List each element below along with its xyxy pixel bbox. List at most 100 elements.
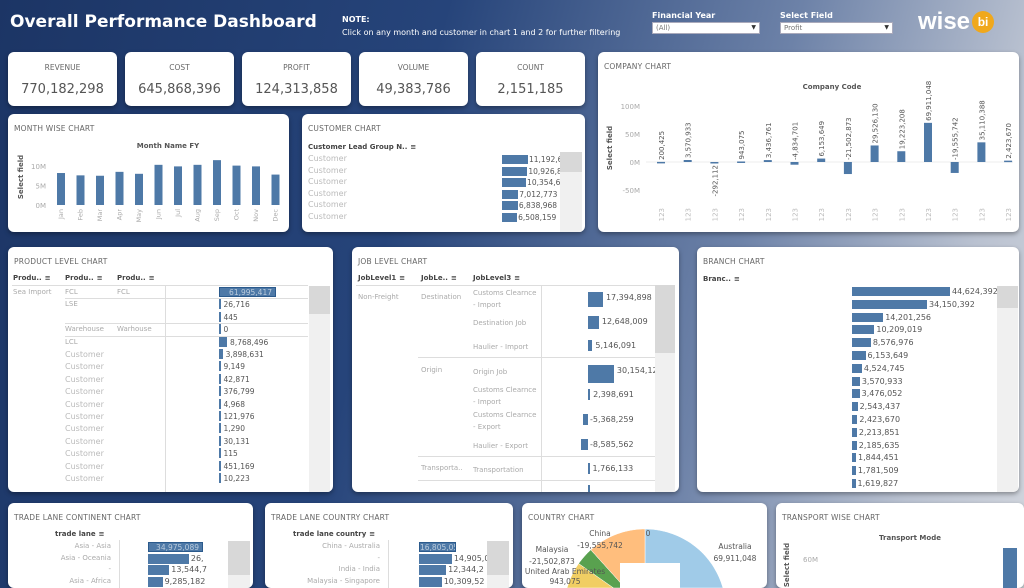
- branch-bar[interactable]: [852, 479, 856, 488]
- product-bar[interactable]: [219, 336, 228, 347]
- trade-lane-label[interactable]: Asia - Africa: [69, 576, 111, 585]
- branch-bar[interactable]: [852, 415, 858, 424]
- product-cell[interactable]: LCL: [65, 337, 78, 346]
- job-level3-cell[interactable]: Haulier - Import: [473, 343, 529, 351]
- customer-bar[interactable]: [502, 201, 518, 210]
- job-level3-cell[interactable]: Haulier - Export: [473, 442, 528, 450]
- company-bar[interactable]: [870, 145, 879, 162]
- trade-lane-label[interactable]: Asia - Oceania: [60, 553, 111, 562]
- product-cell[interactable]: Customer: [65, 461, 104, 471]
- product-column-header[interactable]: Produ.. ≡: [65, 274, 103, 282]
- trade-lane-label[interactable]: Asia - Asia: [74, 542, 111, 550]
- sort-icon[interactable]: ≡: [410, 143, 417, 151]
- product-cell[interactable]: FCL: [117, 288, 130, 296]
- company-bar[interactable]: [790, 162, 799, 165]
- scrollbar-thumb[interactable]: [997, 286, 1018, 308]
- branch-bar[interactable]: [852, 351, 866, 360]
- job-bar-partial[interactable]: [588, 485, 590, 492]
- trade-continent-chart-header[interactable]: trade lane ≡: [55, 530, 104, 538]
- branch-bar[interactable]: [852, 440, 857, 450]
- branch-header[interactable]: Branc.. ≡: [703, 275, 740, 283]
- sort-icon[interactable]: ≡: [148, 274, 155, 282]
- trade-lane-bar[interactable]: [148, 553, 189, 564]
- branch-bar[interactable]: [852, 325, 875, 335]
- product-bar[interactable]: [219, 473, 221, 483]
- month-bar-sep[interactable]: [213, 160, 221, 205]
- branch-bar[interactable]: [852, 312, 884, 322]
- product-bar[interactable]: [219, 311, 221, 322]
- product-cell[interactable]: LSE: [65, 300, 78, 309]
- job-bar[interactable]: [588, 340, 593, 351]
- job-level3-cell[interactable]: Origin Job: [473, 368, 508, 376]
- job-bar[interactable]: [588, 389, 591, 400]
- customer-bar[interactable]: [502, 189, 519, 199]
- job-bar[interactable]: [583, 414, 588, 425]
- product-bar[interactable]: [219, 361, 221, 372]
- sort-icon[interactable]: ≡: [96, 274, 103, 282]
- month-bar-dec[interactable]: [271, 174, 280, 205]
- product-cell[interactable]: Customer: [65, 412, 104, 421]
- trade-lane-label[interactable]: India - India: [338, 565, 380, 573]
- job-level3-cell[interactable]: Customs Clearnce - Export: [473, 411, 537, 431]
- job-bar[interactable]: [588, 463, 590, 474]
- trade-lane-label[interactable]: Malaysia - Singapore: [307, 576, 380, 585]
- product-cell[interactable]: Customer: [65, 350, 104, 359]
- company-bar[interactable]: [710, 162, 719, 164]
- month-bar-oct[interactable]: [232, 165, 241, 205]
- scrollbar[interactable]: [997, 286, 1018, 492]
- product-cell[interactable]: Customer: [65, 436, 104, 446]
- customer-lead-group-header[interactable]: Customer Lead Group N.. ≡: [308, 143, 416, 151]
- customer-bar[interactable]: [502, 212, 518, 222]
- job-level3-cell[interactable]: Customs Clearnce - Import: [473, 289, 537, 309]
- month-bar-feb[interactable]: [76, 175, 85, 205]
- branch-bar[interactable]: [852, 338, 871, 348]
- branch-bar[interactable]: [852, 466, 856, 476]
- company-bar[interactable]: [977, 142, 986, 162]
- sort-icon[interactable]: ≡: [44, 274, 51, 282]
- trade-lane-bar[interactable]: [419, 553, 452, 564]
- product-cell[interactable]: Customer: [65, 387, 104, 397]
- month-bar-jun[interactable]: [154, 164, 163, 205]
- month-bar-mar[interactable]: [96, 175, 104, 205]
- product-bar[interactable]: [219, 448, 221, 459]
- job-level2-cell[interactable]: Destination: [421, 293, 462, 301]
- product-bar[interactable]: [219, 460, 221, 471]
- customer-label[interactable]: Customer: [308, 177, 347, 186]
- month-bar-nov[interactable]: [252, 166, 260, 205]
- trade-lane-bar[interactable]: [419, 576, 442, 587]
- sort-icon[interactable]: ≡: [450, 274, 457, 282]
- sort-icon[interactable]: ≡: [369, 530, 376, 538]
- product-bar[interactable]: [219, 423, 221, 434]
- trade-lane-label[interactable]: China - Australia: [322, 542, 380, 550]
- trade-lane-label[interactable]: -: [108, 565, 111, 573]
- select-field-select[interactable]: Profit ▼: [780, 22, 893, 34]
- company-bar[interactable]: [924, 122, 932, 162]
- job-bar[interactable]: [588, 365, 614, 383]
- product-cell[interactable]: Customer: [65, 362, 104, 372]
- sort-icon[interactable]: ≡: [98, 530, 105, 538]
- product-bar[interactable]: [219, 299, 221, 310]
- pie-slice-malaysia[interactable]: [578, 549, 626, 588]
- job-bar[interactable]: [580, 439, 588, 450]
- product-cell[interactable]: FCL: [65, 288, 78, 296]
- product-cell[interactable]: Customer: [65, 424, 104, 434]
- customer-label[interactable]: Customer: [308, 188, 347, 198]
- month-bar-may[interactable]: [135, 173, 143, 205]
- company-bar[interactable]: [763, 160, 772, 162]
- scrollbar[interactable]: [309, 286, 330, 492]
- job-level2-cell[interactable]: Origin: [421, 366, 443, 374]
- job-column-header[interactable]: JobLevel3 ≡: [473, 274, 520, 282]
- branch-bar[interactable]: [852, 363, 862, 373]
- sort-icon[interactable]: ≡: [399, 274, 406, 282]
- customer-bar[interactable]: [502, 155, 528, 164]
- job-level3-cell[interactable]: Customs Clearnce - Import: [473, 386, 537, 406]
- product-bar[interactable]: [219, 349, 223, 359]
- sort-icon[interactable]: ≡: [733, 275, 740, 283]
- trade-lane-label[interactable]: -: [377, 553, 380, 562]
- month-bar-jan[interactable]: [57, 173, 65, 205]
- scrollbar-thumb[interactable]: [487, 541, 509, 575]
- branch-bar[interactable]: [852, 376, 860, 386]
- trade-lane-bar-highlighted[interactable]: 16,805,054: [419, 542, 456, 552]
- customer-label[interactable]: Customer: [308, 165, 347, 175]
- scrollbar-thumb[interactable]: [655, 285, 675, 353]
